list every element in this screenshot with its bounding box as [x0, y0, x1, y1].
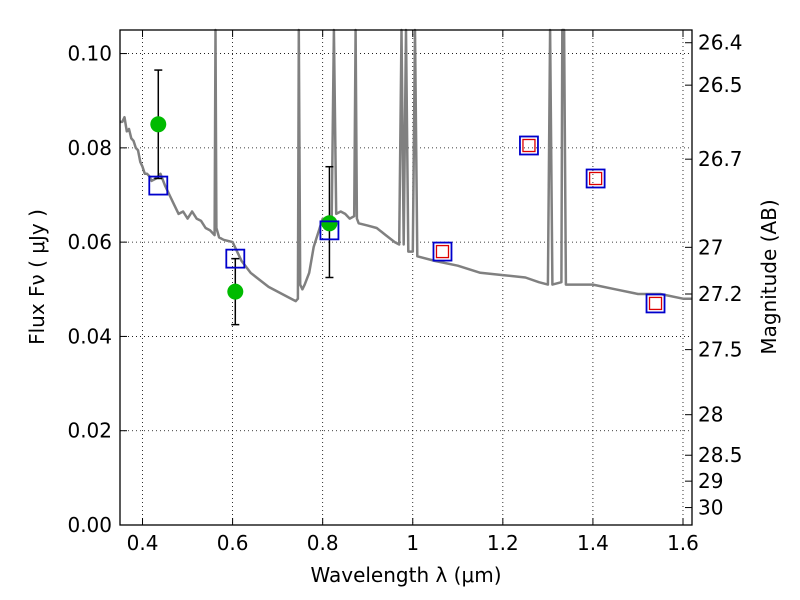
x-axis: 0.4 0.6 0.8 1 1.2 1.4 1.6 [127, 30, 699, 555]
red-square-marker [435, 244, 450, 259]
red-square-marker [522, 138, 536, 153]
y-tick-label: 0.06 [67, 230, 112, 254]
blue-square-marker [585, 168, 606, 189]
x-tick-label: 1 [406, 531, 419, 555]
observed-point [321, 215, 338, 232]
y-right-tick-label: 27.5 [698, 338, 743, 362]
y-right-tick-label: 29 [698, 469, 723, 493]
blue-square-marker [519, 135, 539, 156]
y-right-tick-label: 30 [698, 496, 723, 520]
x-tick-label: 1.2 [487, 531, 519, 555]
x-tick-label: 0.8 [307, 531, 339, 555]
x-tick-label: 1.4 [577, 531, 609, 555]
y-right-tick-label: 26.5 [698, 73, 743, 97]
y-axis-left: 0.00 0.02 0.04 0.06 0.08 0.10 [67, 42, 127, 537]
y-axis-right: 26.4 26.5 26.7 27 27.2 27.5 28 28.529 30 [685, 31, 743, 520]
y-axis-label: Flux Fν ( μJy ) [25, 209, 49, 345]
plot-frame [119, 29, 693, 526]
y-tick-label: 0.10 [67, 42, 112, 66]
y-right-tick-label: 28 [698, 403, 723, 427]
red-square-marker [648, 296, 663, 311]
x-tick-label: 1.6 [667, 531, 699, 555]
y-right-tick-label: 27.2 [698, 282, 743, 306]
y-right-tick-label: 26.7 [698, 147, 743, 171]
y-tick-label: 0.00 [67, 513, 112, 537]
blue-square-marker [645, 293, 666, 314]
observed-point [150, 116, 167, 133]
red-square-marker [588, 171, 603, 186]
spectrum-line [120, 28, 692, 303]
y-tick-label: 0.04 [67, 324, 112, 348]
blue-square-marker [319, 220, 340, 241]
blue-square-marker [148, 175, 169, 196]
y-right-tick-label: 27 [698, 235, 723, 259]
y-right-tick-label: 28.5 [698, 443, 743, 467]
x-axis-label: Wavelength λ (μm) [310, 563, 501, 587]
y-right-tick-label: 26.4 [698, 31, 743, 55]
x-tick-label: 0.6 [217, 531, 249, 555]
y-tick-label: 0.08 [67, 136, 112, 160]
blue-square-marker [225, 248, 246, 269]
observed-point [227, 283, 244, 300]
x-tick-label: 0.4 [127, 531, 159, 555]
series-layer [120, 28, 692, 326]
y-tick-label: 0.02 [67, 419, 112, 443]
y-axis-right-label: Magnitude (AB) [757, 199, 781, 354]
blue-square-marker [432, 241, 453, 262]
